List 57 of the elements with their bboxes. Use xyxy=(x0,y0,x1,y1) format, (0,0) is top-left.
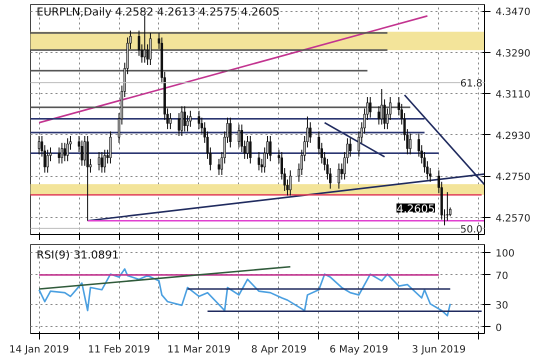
candlestick xyxy=(38,135,40,155)
candlestick xyxy=(98,152,100,171)
candlestick xyxy=(349,138,352,158)
chart-title: EURPLN,Daily 4.2582 4.2613 4.2575 4.2605 xyxy=(36,6,280,18)
candlestick xyxy=(100,152,104,174)
candlestick xyxy=(229,117,232,148)
x-tick-label: 8 Apr 2019 xyxy=(251,344,307,356)
candlestick xyxy=(309,122,312,144)
annotation: 50.0 xyxy=(460,224,482,236)
x-tick-label: 6 May 2019 xyxy=(329,344,388,356)
candlestick xyxy=(369,96,372,118)
candlestick xyxy=(338,162,340,190)
candlestick xyxy=(249,135,252,164)
candlestick xyxy=(183,106,186,132)
candlestick xyxy=(409,133,412,155)
y-tick-label: 4.3290 xyxy=(496,48,530,60)
candlestick xyxy=(258,152,260,171)
y-tick-label: 4.2750 xyxy=(496,172,530,184)
annotation: 4.2605 xyxy=(396,202,435,216)
y-tick-label: 0 xyxy=(496,322,502,334)
candlestick xyxy=(238,124,240,148)
candlestick xyxy=(380,88,383,126)
annotation: 61.8 xyxy=(460,78,482,90)
y-tick-label: 30 xyxy=(496,300,508,312)
candlestick xyxy=(246,135,249,160)
candlestick xyxy=(180,106,184,136)
y-tick-label: 100 xyxy=(496,248,515,260)
candlestick xyxy=(149,32,152,66)
candlestick xyxy=(64,142,66,162)
candlestick xyxy=(143,15,146,64)
candlestick xyxy=(186,114,189,132)
chart-title: RSI(9) 31.0891 xyxy=(36,248,119,262)
candlestick xyxy=(109,130,112,164)
y-tick-label: 70 xyxy=(496,270,508,282)
y-tick-label: 4.2570 xyxy=(496,213,530,224)
candlestick xyxy=(46,149,49,174)
candlestick xyxy=(80,140,84,166)
line-series xyxy=(38,268,452,316)
candlestick xyxy=(218,158,220,176)
candlestick xyxy=(58,146,60,164)
candlestick xyxy=(178,112,180,136)
x-tick-label: 11 Feb 2019 xyxy=(88,344,150,356)
candlestick xyxy=(289,170,292,196)
x-tick-label: 3 Jun 2019 xyxy=(412,344,466,356)
x-tick-label: 14 Jan 2019 xyxy=(9,344,70,356)
x-tick-label: 11 Mar 2019 xyxy=(167,344,231,356)
candlestick xyxy=(66,138,69,162)
candlestick xyxy=(60,142,64,164)
y-tick-label: 4.3470 xyxy=(496,7,530,18)
y-tick-label: 4.3110 xyxy=(496,90,530,101)
candlestick xyxy=(104,149,106,174)
candlestick xyxy=(269,135,272,162)
y-tick-label: 4.2930 xyxy=(496,130,530,142)
candlestick xyxy=(198,110,200,130)
candlestick xyxy=(169,112,172,130)
candlestick xyxy=(189,110,192,128)
candlestick xyxy=(446,192,449,222)
